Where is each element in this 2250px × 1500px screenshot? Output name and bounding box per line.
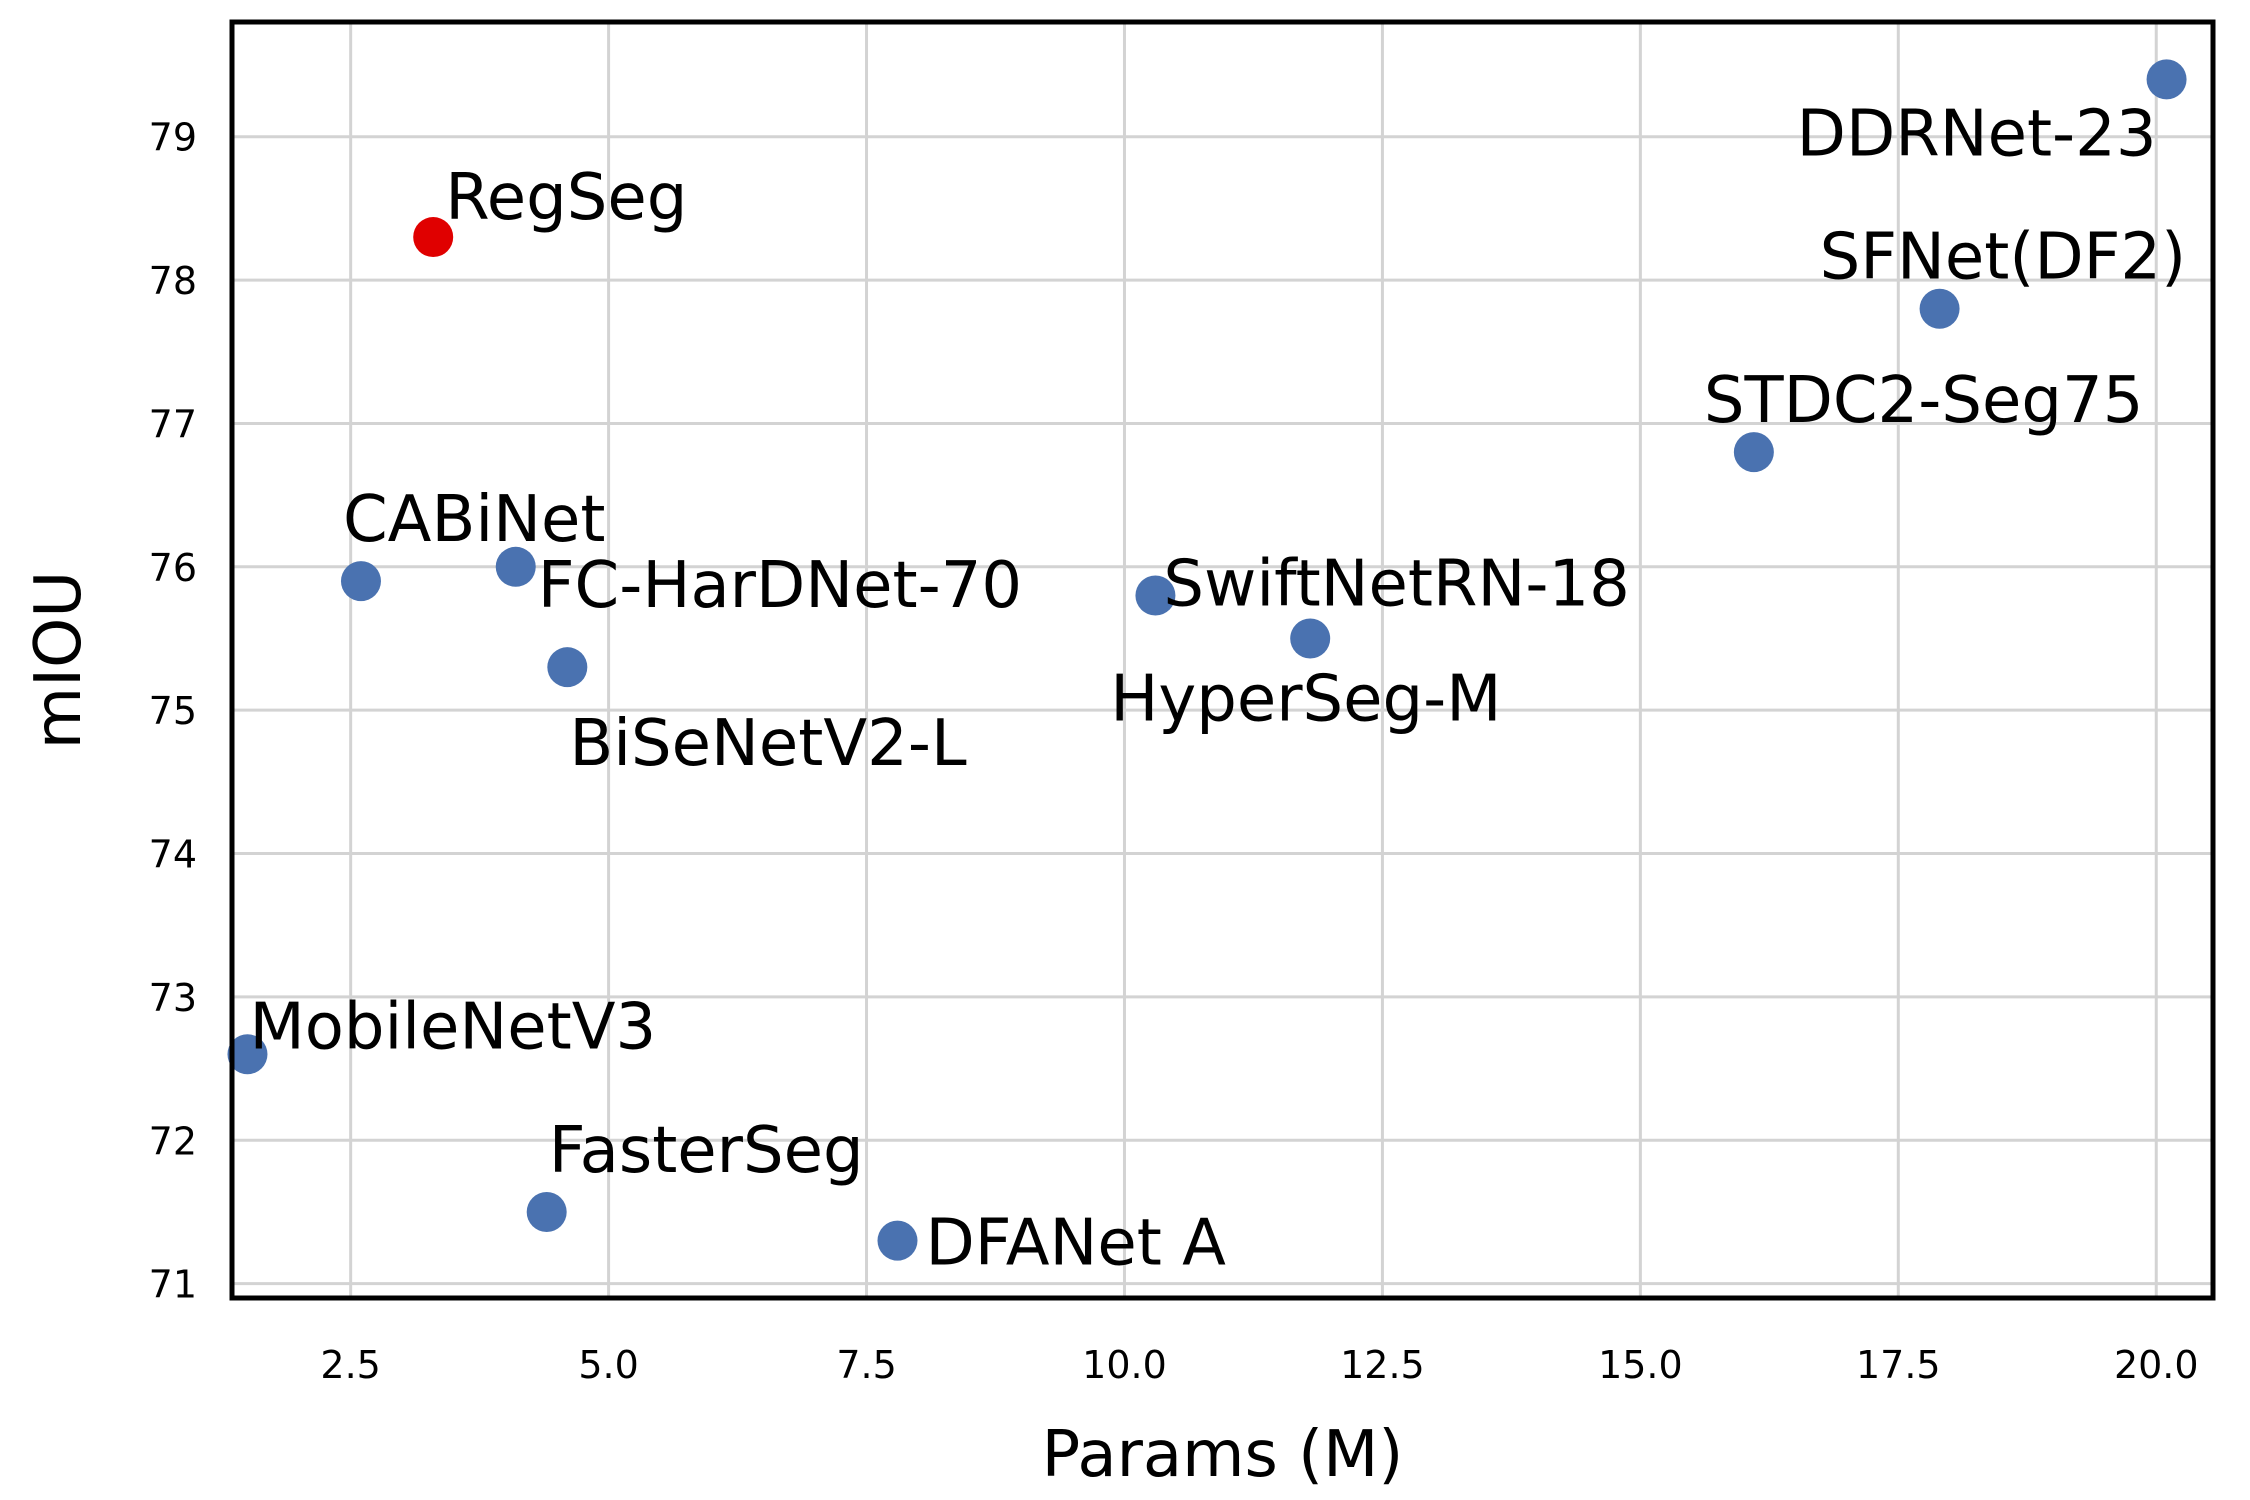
scatter-point	[227, 1034, 268, 1075]
y-tick-label: 74	[149, 833, 197, 877]
y-axis-title: mIOU	[22, 571, 96, 749]
point-label: FC-HarDNet-70	[538, 549, 1022, 623]
scatter-point	[1919, 288, 1960, 329]
y-tick-label: 79	[149, 116, 197, 160]
point-label: SwiftNetRN-18	[1163, 547, 1629, 621]
x-tick-label: 17.5	[1856, 1343, 1941, 1387]
x-tick-label: 20.0	[2114, 1343, 2199, 1387]
point-label: SFNet(DF2)	[1820, 221, 2187, 295]
scatter-point	[2146, 59, 2187, 100]
x-tick-label: 7.5	[836, 1343, 896, 1387]
y-tick-label: 78	[149, 259, 197, 303]
x-tick-label: 15.0	[1598, 1343, 1683, 1387]
x-tick-label: 2.5	[320, 1343, 380, 1387]
scatter-point	[877, 1220, 918, 1261]
scatter-point	[526, 1191, 567, 1232]
data-points	[227, 59, 2187, 1261]
scatter-point	[495, 546, 536, 587]
y-tick-label: 75	[149, 689, 197, 733]
y-tick-label: 71	[149, 1263, 197, 1307]
scatter-point	[413, 217, 454, 258]
point-label: BiSeNetV2-L	[569, 707, 967, 781]
y-tick-label: 76	[149, 546, 197, 590]
point-label: RegSeg	[445, 161, 687, 235]
grid	[232, 22, 2213, 1298]
point-labels: RegSeg DDRNet-23 SFNet(DF2) STDC2-Seg75 CABi…	[249, 97, 2186, 1280]
scatter-point	[1135, 575, 1176, 616]
scatter-point	[1733, 432, 1774, 473]
scatter-point	[1290, 618, 1331, 659]
y-tick-label: 73	[149, 976, 197, 1020]
x-tick-label: 10.0	[1082, 1343, 1167, 1387]
point-label: DDRNet-23	[1797, 97, 2157, 171]
point-label: MobileNetV3	[249, 990, 656, 1064]
scatter-point	[340, 561, 381, 602]
x-tick-label: 12.5	[1340, 1343, 1425, 1387]
plot-frame	[229, 19, 2216, 1301]
y-tick-label: 72	[149, 1119, 197, 1163]
tick-labels: 2.5 5.0 7.5 10.0 12.5 15.0 17.5 20.0 71 72 73 74 75 7…	[149, 116, 2199, 1387]
point-label: DFANet A	[925, 1207, 1226, 1281]
point-label: FasterSeg	[549, 1114, 864, 1188]
x-tick-label: 5.0	[578, 1343, 638, 1387]
scatter-point	[547, 647, 588, 688]
x-axis-title: Params (M)	[1042, 1418, 1404, 1492]
point-label: CABiNet	[343, 483, 605, 557]
y-tick-label: 77	[149, 402, 197, 446]
point-label: HyperSeg-M	[1110, 662, 1501, 736]
point-label: STDC2-Seg75	[1704, 364, 2144, 438]
